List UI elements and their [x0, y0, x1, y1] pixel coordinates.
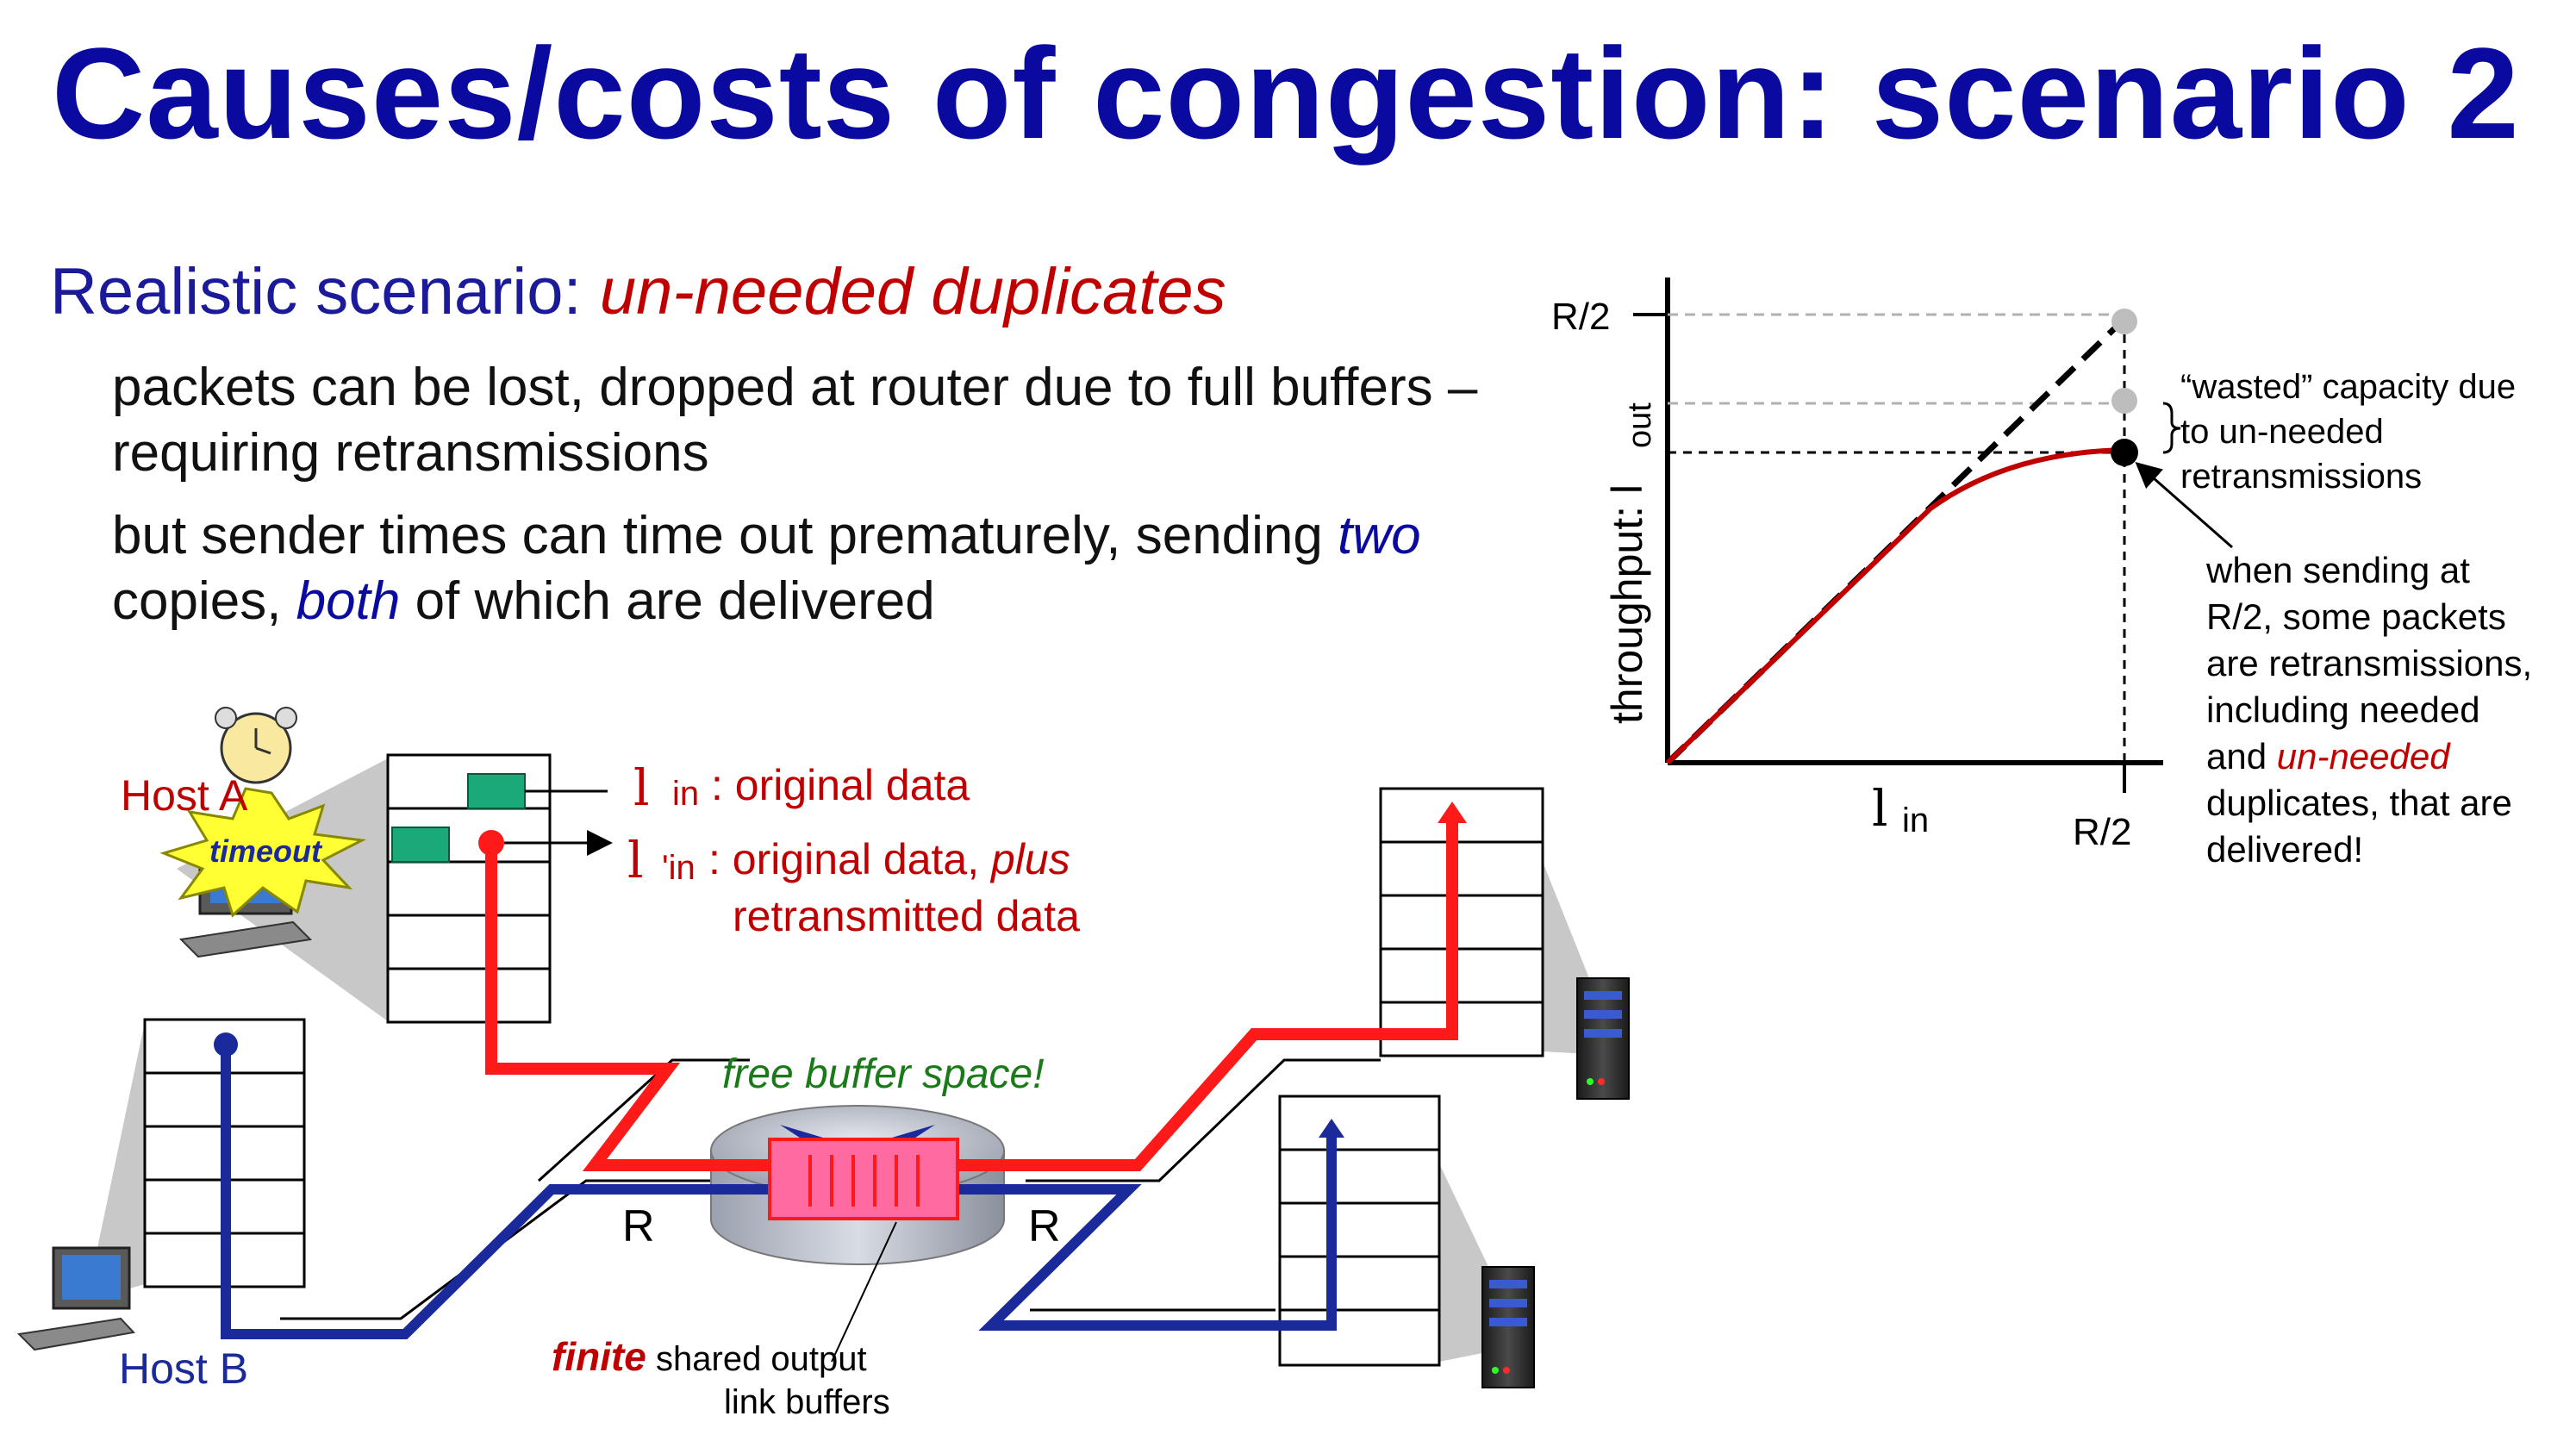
server-bottom-icon: [1481, 1266, 1535, 1388]
slide-title: Causes/costs of congestion: scenario 2: [52, 21, 2520, 165]
subtitle: Realistic scenario: un-needed duplicates: [50, 254, 1226, 329]
lambda-in-subscript: in: [672, 775, 699, 813]
finite-buffer-label: finite shared output: [552, 1334, 867, 1379]
retransmitted-packet: [391, 827, 450, 863]
lambda-in-symbol: l: [633, 758, 650, 817]
timeout-burst-icon: [159, 787, 367, 918]
original-plus-prefix: : original data,: [708, 835, 991, 883]
actual-throughput-curve: [1665, 447, 2125, 765]
wasted-dot: [2111, 388, 2137, 414]
y-axis-subscript: out: [1622, 402, 1658, 448]
blue-arrowhead: [1319, 1119, 1344, 1138]
server-top-icon: [1576, 977, 1630, 1100]
bullet2-two: two: [1338, 506, 1421, 565]
note-line-1: when sending at: [2205, 550, 2470, 590]
y-axis-label: throughput: l: [1603, 484, 1651, 724]
x-tick-label: R/2: [2073, 811, 2131, 853]
y-tick-label: R/2: [1551, 296, 1610, 338]
host-b-computer-icon: [16, 1246, 135, 1351]
note-line-5: and un-needed: [2206, 736, 2451, 777]
wasted-line-1: “wasted” capacity due: [2180, 368, 2516, 406]
wasted-line-3: retransmissions: [2180, 458, 2422, 496]
x-axis-subscript: in: [1902, 802, 1929, 839]
note-line-4: including needed: [2206, 689, 2480, 730]
note-line-7: delivered!: [2206, 829, 2363, 870]
bullet2-part3: of which are delivered: [400, 571, 935, 631]
free-buffer-label: free buffer space!: [722, 1051, 1045, 1097]
finite-word: finite: [552, 1334, 646, 1379]
bullet2-both: both: [296, 571, 401, 631]
note-line-6: duplicates, that are: [2206, 783, 2512, 823]
subtitle-highlight: un-needed duplicates: [599, 255, 1226, 328]
host-a-source-dot: [478, 830, 504, 856]
alarm-clock-icon: [215, 707, 297, 784]
note-line-5-prefix: and: [2206, 736, 2277, 777]
host-b-source-dot: [214, 1032, 238, 1057]
bullet2-part2: copies,: [112, 571, 296, 631]
bullet-premature-timeout: but sender times can time out prematurel…: [112, 503, 1491, 634]
wasted-line-2: to un-needed: [2180, 413, 2384, 451]
wasted-bracket: [2162, 402, 2181, 454]
finite-buffer-callout: [831, 1221, 897, 1363]
original-plus-italic: plus: [989, 835, 1070, 883]
host-a-label: Host A: [121, 771, 248, 820]
note-arrow: [2135, 462, 2233, 549]
note-line-5-red: un-needed: [2277, 736, 2451, 777]
lambda-prime-symbol: l: [627, 831, 644, 889]
actual-r2-dot: [2111, 439, 2138, 466]
bullet-packets-lost: packets can be lost, dropped at router d…: [112, 358, 1478, 483]
note-line-2: R/2, some packets: [2206, 596, 2506, 637]
red-arrowhead: [1438, 802, 1467, 823]
original-data-label: : original data: [711, 761, 970, 809]
ideal-r2-dot: [2111, 309, 2137, 334]
server-top-buffer: [1379, 787, 1544, 1057]
bullet2-part1: but sender times can time out prematurel…: [112, 506, 1338, 565]
timeout-label: timeout: [209, 833, 323, 869]
shared-output-text: shared output: [646, 1340, 867, 1378]
link-r-left: R: [622, 1201, 655, 1251]
ideal-throughput-line: [1665, 316, 2127, 765]
original-packet: [467, 773, 526, 809]
host-b-label: Host B: [119, 1344, 248, 1393]
throughput-graph: R/2 R/2 throughput: l out l in “wasted” …: [1551, 278, 2532, 870]
shared-output-buffer: [768, 1138, 959, 1220]
link-buffers-label: link buffers: [724, 1383, 890, 1421]
lambda-prime-subscript: 'in: [662, 849, 695, 887]
x-axis-label: l: [1872, 779, 1888, 838]
host-b-zoom-wedge: [86, 1022, 145, 1301]
original-plus-label: : original data, plus: [708, 835, 1070, 883]
link-r-right: R: [1028, 1201, 1061, 1251]
retransmitted-data-label: retransmitted data: [733, 892, 1080, 940]
note-line-3: are retransmissions,: [2206, 643, 2532, 683]
subtitle-prefix: Realistic scenario:: [50, 255, 600, 328]
